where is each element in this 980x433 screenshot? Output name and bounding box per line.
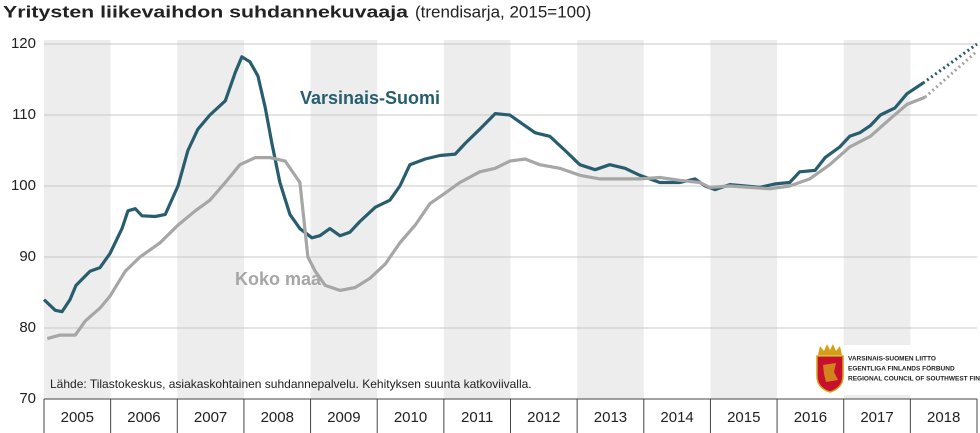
logo-crown	[818, 344, 842, 355]
x-tick-label: 2016	[794, 409, 827, 426]
year-band	[710, 40, 778, 399]
trend-line	[922, 42, 978, 85]
year-band	[310, 40, 378, 399]
chart-title: Yritysten liikevaihdon suhdannekuvaaja	[3, 2, 409, 21]
x-tick-label: 2007	[194, 409, 227, 426]
y-tick-label: 90	[19, 248, 36, 265]
year-band	[843, 40, 911, 399]
chart-subtitle: (trendisarja, 2015=100)	[415, 2, 591, 21]
series-line	[46, 95, 926, 341]
y-tick-label: 120	[11, 35, 36, 52]
x-tick-label: 2006	[127, 409, 160, 426]
series-label: Koko maa	[235, 269, 322, 289]
y-tick-label: 100	[11, 177, 36, 194]
series-label: Varsinais-Suomi	[300, 88, 440, 108]
year-band	[443, 40, 511, 399]
y-tick-label: 70	[19, 390, 36, 407]
x-tick-label: 2010	[394, 409, 427, 426]
x-tick-label: 2011	[461, 409, 493, 426]
y-tick-label: 110	[12, 106, 36, 123]
logo-text: REGIONAL COUNCIL OF SOUTHWEST FINLAND	[848, 376, 980, 383]
x-tick-label: 2017	[860, 409, 893, 426]
logo-lion	[823, 363, 838, 382]
x-tick-label: 2013	[594, 409, 627, 426]
year-band	[577, 40, 644, 399]
source-note: Lähde: Tilastokeskus, asiakaskohtainen s…	[50, 377, 532, 391]
year-band	[44, 40, 111, 399]
y-tick-label: 80	[19, 319, 36, 336]
x-tick-label: 2005	[61, 409, 94, 426]
trend-line	[924, 49, 978, 99]
x-tick-label: 2008	[261, 409, 294, 426]
x-tick-label: 2014	[660, 409, 693, 426]
year-band	[177, 40, 244, 399]
series-line	[42, 55, 924, 314]
x-tick-label: 2018	[927, 409, 960, 426]
logo-text: VARSINAIS-SUOMEN LIITTO	[848, 356, 936, 363]
x-tick-label: 2009	[327, 409, 360, 426]
x-tick-label: 2012	[527, 409, 560, 426]
logo-text: EGENTLIGA FINLANDS FÖRBUND	[848, 364, 955, 373]
x-tick-label: 2015	[727, 409, 760, 426]
